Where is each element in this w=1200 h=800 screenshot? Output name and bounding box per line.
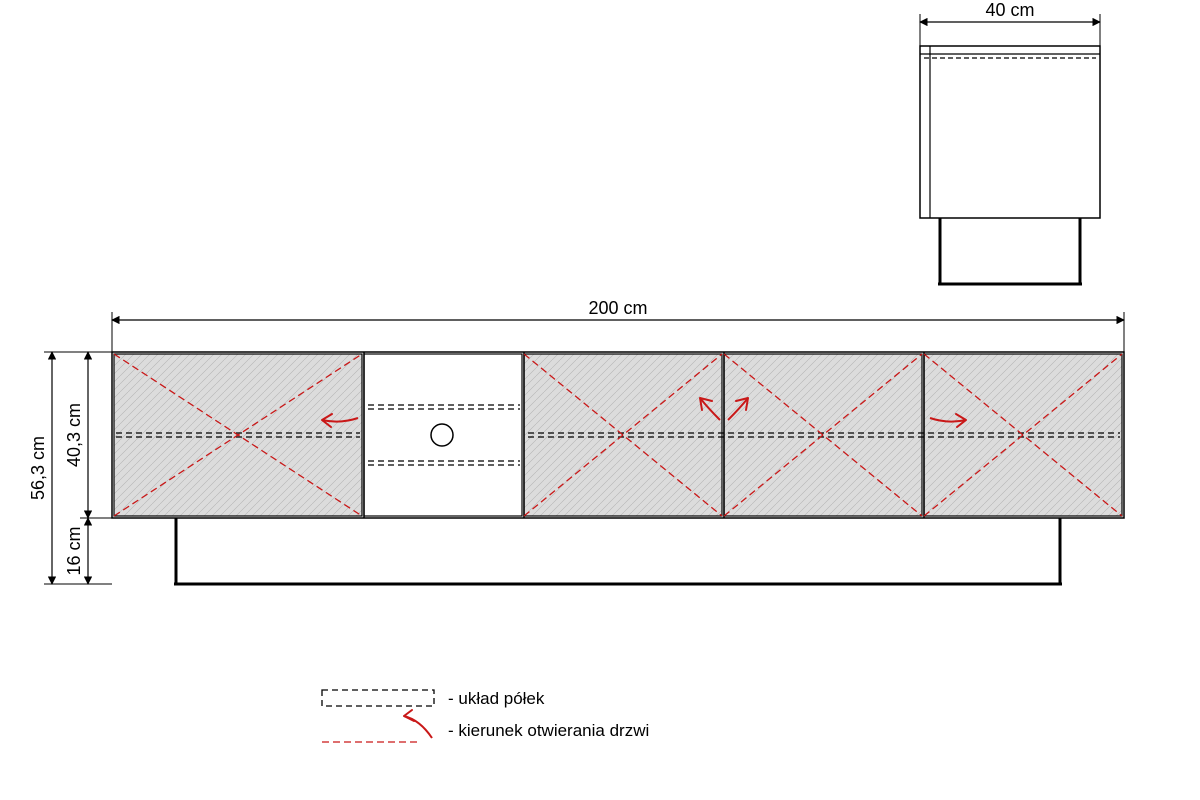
open-section [364,354,522,516]
dim-total-height-label: 56,3 cm [28,436,48,500]
side-body [920,46,1100,218]
dim-depth-label: 40 cm [985,0,1034,20]
legend-door-label: - kierunek otwierania drzwi [448,721,649,740]
technical-drawing: 40 cm 200 cm 56,3 cm 40,3 cm [0,0,1200,800]
front-view: 200 cm 56,3 cm 40,3 cm 16 cm [28,298,1124,584]
dim-leg-height-label: 16 cm [64,526,84,575]
legend-shelf-icon [322,690,434,706]
dim-body-height-label: 40,3 cm [64,403,84,467]
dim-width-label: 200 cm [588,298,647,318]
legend-arrow-icon [322,710,432,742]
legend-shelf-label: - układ półek [448,689,545,708]
side-legs [938,218,1082,284]
side-view: 40 cm [920,0,1100,284]
legend: - układ półek - kierunek otwierania drzw… [322,689,649,742]
front-legs [174,518,1062,584]
